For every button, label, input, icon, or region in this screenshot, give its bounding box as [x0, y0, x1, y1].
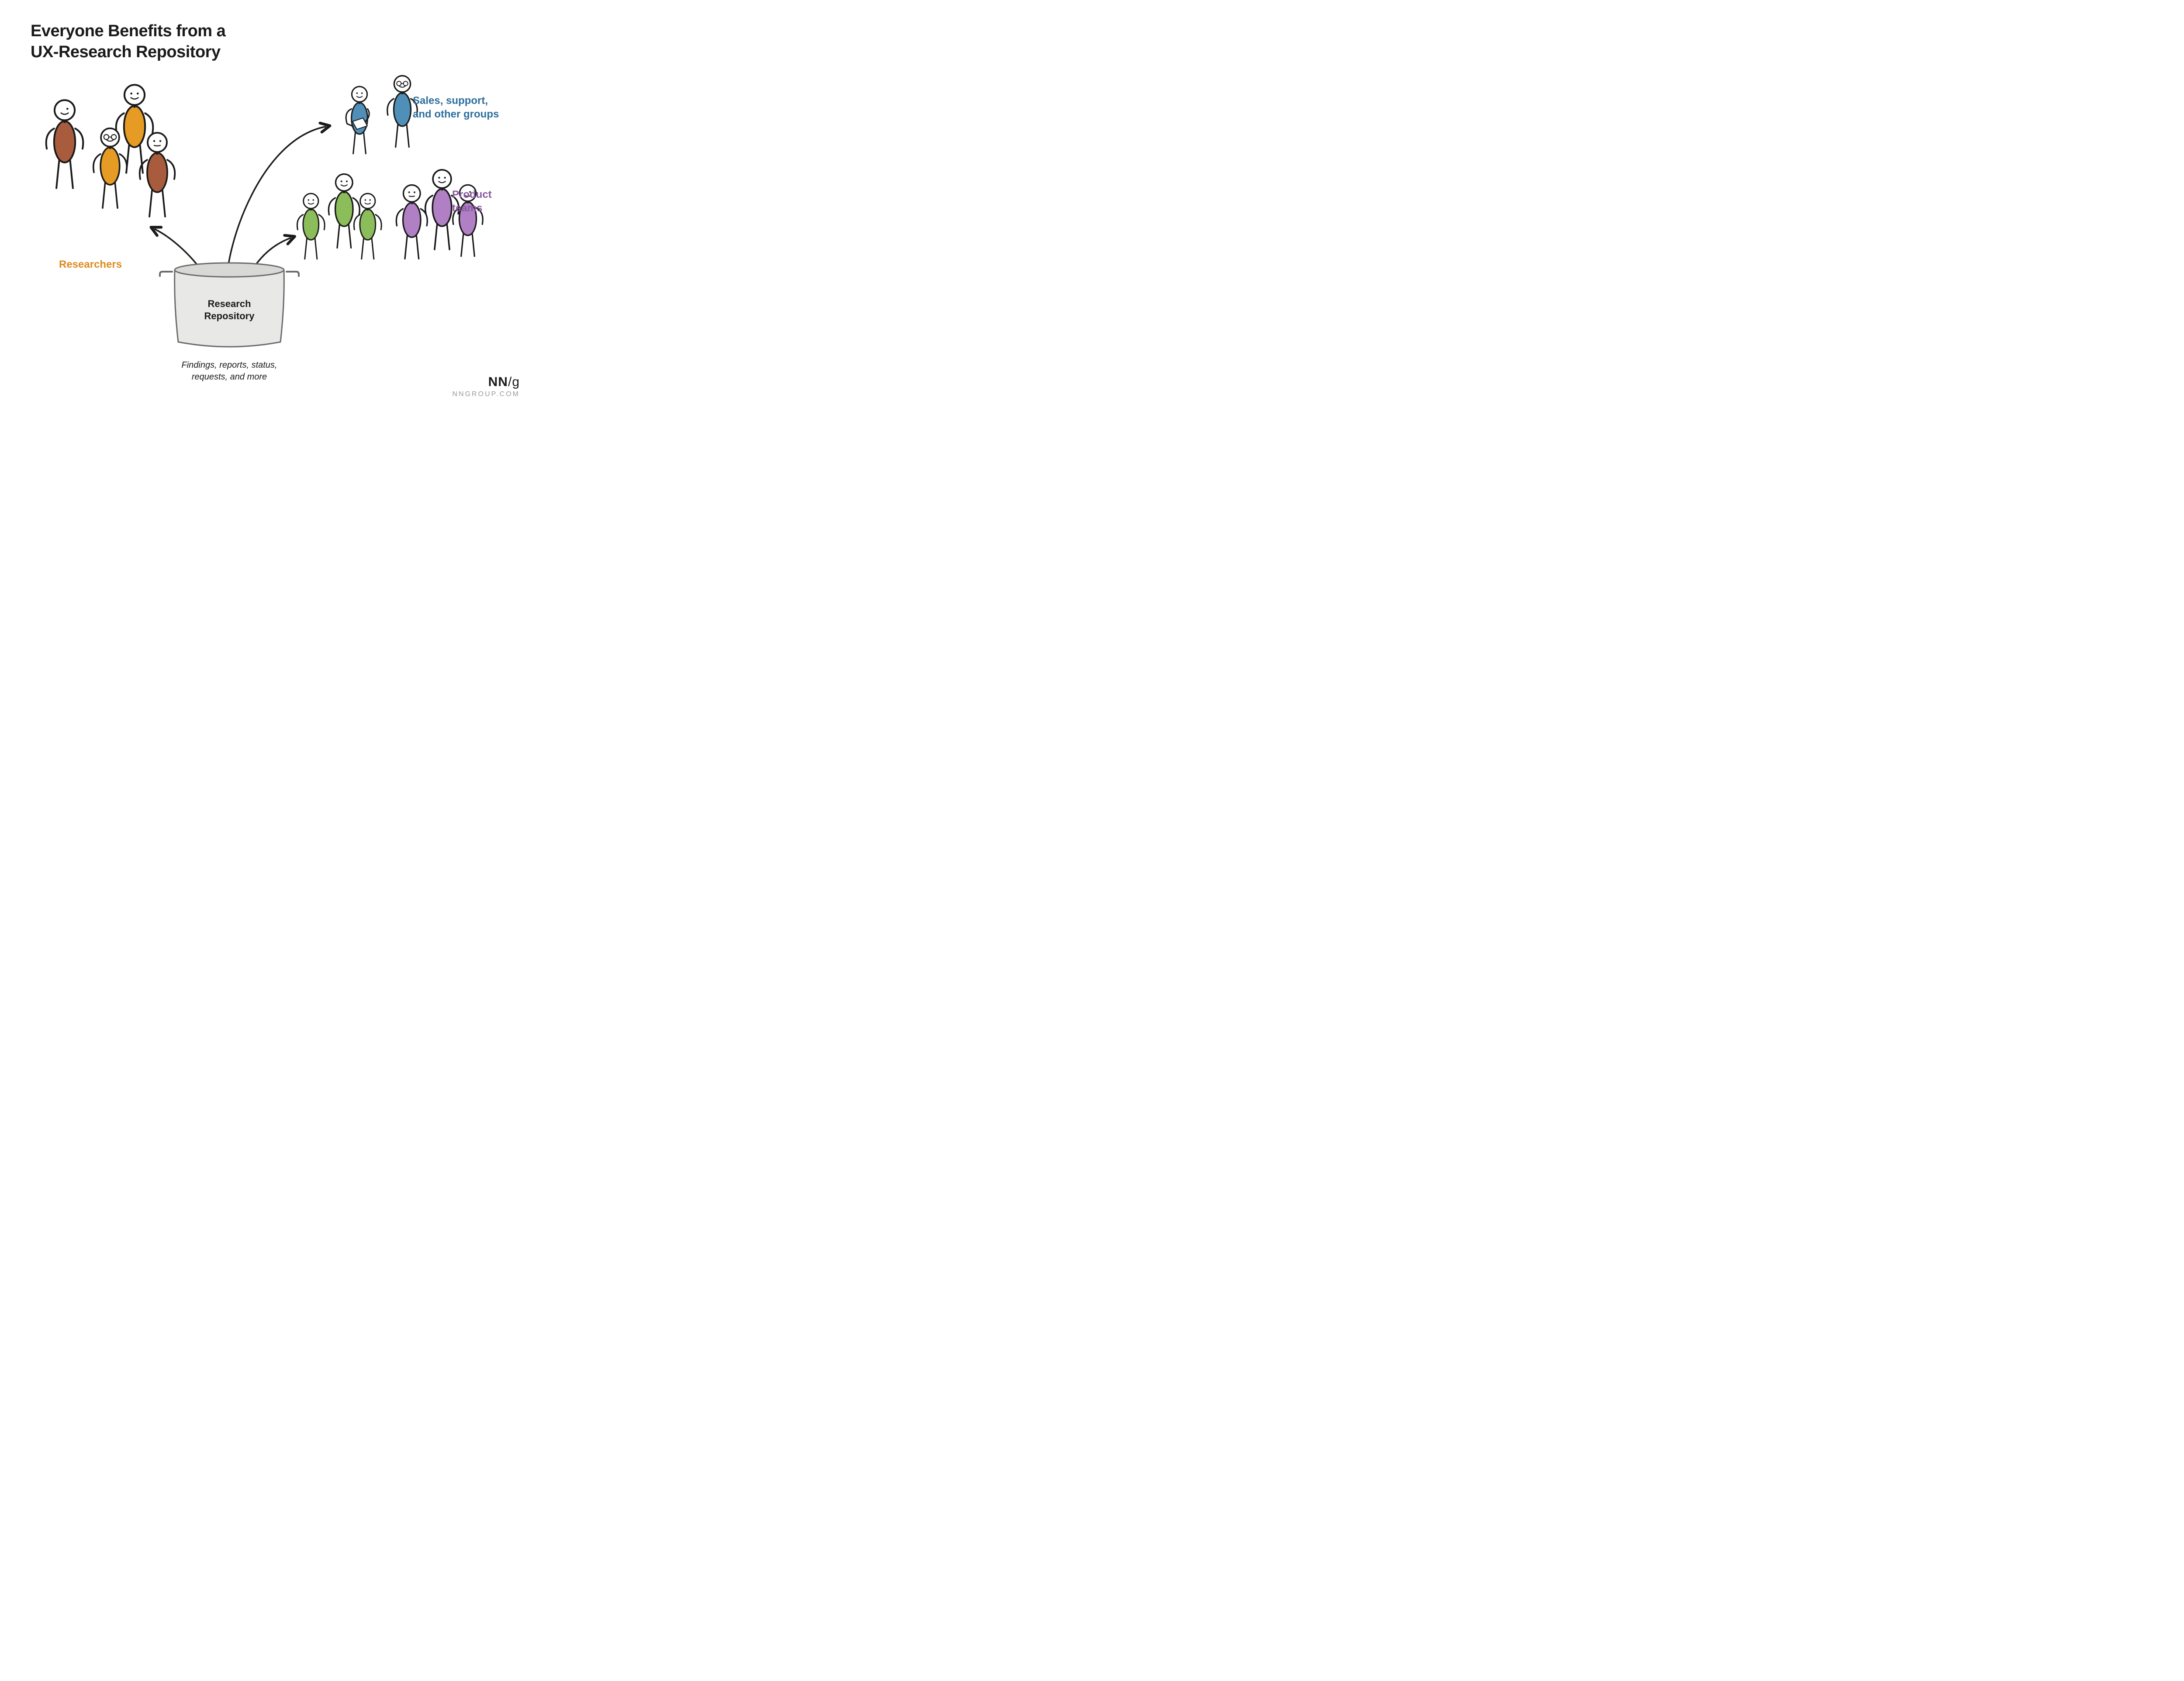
attribution-url: NNGROUP.COM [453, 390, 520, 398]
attribution-logo: NN/g [453, 375, 520, 390]
pot-sublabel: Findings, reports, status, requests, and… [173, 359, 286, 383]
infographic-canvas: Everyone Benefits from a UX-Research Rep… [0, 0, 546, 420]
logo-light: g [512, 375, 520, 389]
product-label: Product teams [452, 188, 518, 215]
flow-arrows [155, 127, 325, 280]
researchers-label: Researchers [59, 258, 122, 271]
pot-label: Research Repository [186, 298, 273, 323]
logo-slash: / [508, 375, 512, 389]
attribution: NN/g NNGROUP.COM [453, 375, 520, 398]
sales-label: Sales, support, and other groups [413, 94, 509, 121]
logo-bold: NN [488, 375, 508, 389]
pot-label-line-1: Research [207, 298, 251, 309]
pot-label-line-2: Repository [204, 311, 255, 321]
